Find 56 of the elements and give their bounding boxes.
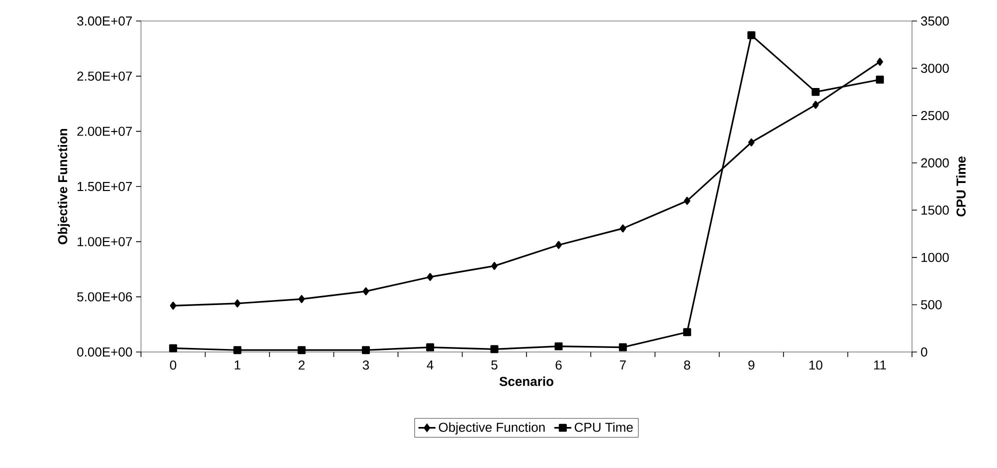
legend-label: Objective Function [438,422,545,434]
x-tick-label: 0 [170,360,176,370]
point [426,343,434,352]
y-tick-label: 1.00E+07 [78,237,132,246]
point [684,196,690,205]
point [169,344,178,352]
x-tick-label: 1 [234,360,240,370]
x-tick-label: 7 [620,360,626,370]
y2-tick-label: 3000 [921,64,949,73]
legend-label: CPU Time [574,422,633,432]
y-tick-label: 1.50E+07 [78,182,132,192]
x-axis-title: Scenario [500,376,554,386]
y2-tick-label: 0 [921,347,928,357]
point [490,345,498,354]
x-tick-label: 9 [748,360,754,370]
x-tick-label: 11 [874,360,886,370]
x-tick-label: 8 [684,360,690,370]
x-tick-label: 10 [809,360,822,370]
point [876,58,884,66]
x-tick-label: 6 [556,360,562,370]
x-tick-label: 2 [298,360,305,370]
point [618,343,627,352]
y2-tick-label: 1000 [921,252,949,262]
y-tick-label: 3.00E+07 [77,16,132,26]
point [491,262,498,270]
y-axis-title: Objective Function [58,129,70,244]
y-tick-label: 5.00E+06 [77,292,132,302]
point [170,302,176,310]
y2-tick-label: 1500 [921,206,949,215]
y2-axis-title: CPU Time [956,156,966,216]
point [620,224,626,232]
point [362,346,370,354]
point [298,346,306,354]
point [554,342,563,350]
x-tick-label: 3 [362,360,369,370]
point [812,100,819,109]
y-tick-label: 0.00E+00 [77,347,132,357]
point [233,346,242,354]
x-tick-label: 4 [426,360,434,370]
point [555,240,562,249]
y-tick-label: 2.00E+07 [77,126,132,136]
point [748,138,755,146]
x-tick-label: 5 [491,360,498,370]
y2-tick-label: 3500 [921,16,949,26]
point [812,88,820,96]
y2-tick-label: 2500 [921,110,949,120]
point [298,295,305,304]
y2-tick-label: 500 [921,300,942,310]
point [683,328,692,336]
y2-tick-label: 2000 [921,158,949,168]
point [362,287,370,296]
point [234,299,241,308]
point [747,31,756,40]
y-tick-label: 2.50E+07 [77,72,132,81]
point [876,76,884,84]
point [426,272,434,281]
